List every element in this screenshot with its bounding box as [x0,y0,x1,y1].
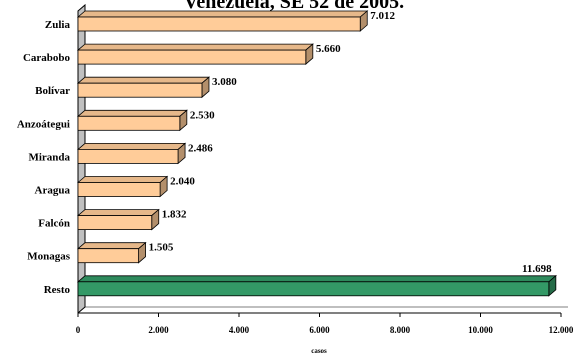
bar [76,109,188,132]
data-label: 1.832 [162,209,187,221]
x-tick-label: 12.000 [549,325,574,335]
bar [76,274,557,297]
data-label: 3.080 [212,76,237,88]
bar-front-face [77,49,307,65]
bar-top-face [76,209,160,217]
bar-front-face [77,82,203,98]
x-axis-label: casos [311,347,327,355]
data-label: 5.660 [316,43,341,55]
data-label: 2.486 [188,142,213,154]
data-label: 1.505 [149,242,174,254]
bar-front-face [77,115,181,131]
data-label: 11.698 [522,263,552,275]
category-label: Aragua [35,185,71,197]
bar [76,142,187,165]
x-tick-label: 6.000 [309,325,330,335]
chart-title: Venezuela, SE 52 de 2005. [184,0,404,13]
x-tick-label: 4.000 [229,325,250,335]
bar-top-face [76,275,557,283]
bar [76,208,160,231]
category-label: Anzoátegui [17,118,70,130]
category-label: Miranda [28,151,70,163]
category-label: Zulia [45,19,71,31]
bar-front-face [77,215,153,231]
bar-top-face [76,109,188,117]
bar-front-face [77,148,179,164]
x-tick-label: 10.000 [468,325,493,335]
x-tick-label: 2.000 [148,325,169,335]
x-tick-label: 0 [76,325,81,335]
bar-front-face [77,16,361,32]
bar-top-face [76,10,369,18]
bar-front-face [77,281,550,297]
bar-front-face [77,182,161,197]
bar-top-face [76,76,211,84]
bar-front-face [77,248,139,264]
data-label: 7.012 [370,10,395,22]
bar-top-face [76,43,314,51]
x-tick-label: 8.000 [390,325,411,335]
data-label: 2.040 [170,176,195,188]
category-label: Carabobo [23,52,71,64]
data-label: 2.530 [190,109,215,121]
bar [76,76,211,99]
bar [76,10,369,32]
category-label: Falcón [38,218,70,230]
bar-top-face [76,142,187,150]
category-label: Monagas [27,251,71,263]
bar [76,175,169,198]
category-label: Bolívar [35,85,70,97]
bar [76,43,314,65]
bar-top-face [76,242,147,250]
category-label: Resto [44,284,71,296]
bar [76,241,147,264]
bar-top-face [76,176,169,183]
